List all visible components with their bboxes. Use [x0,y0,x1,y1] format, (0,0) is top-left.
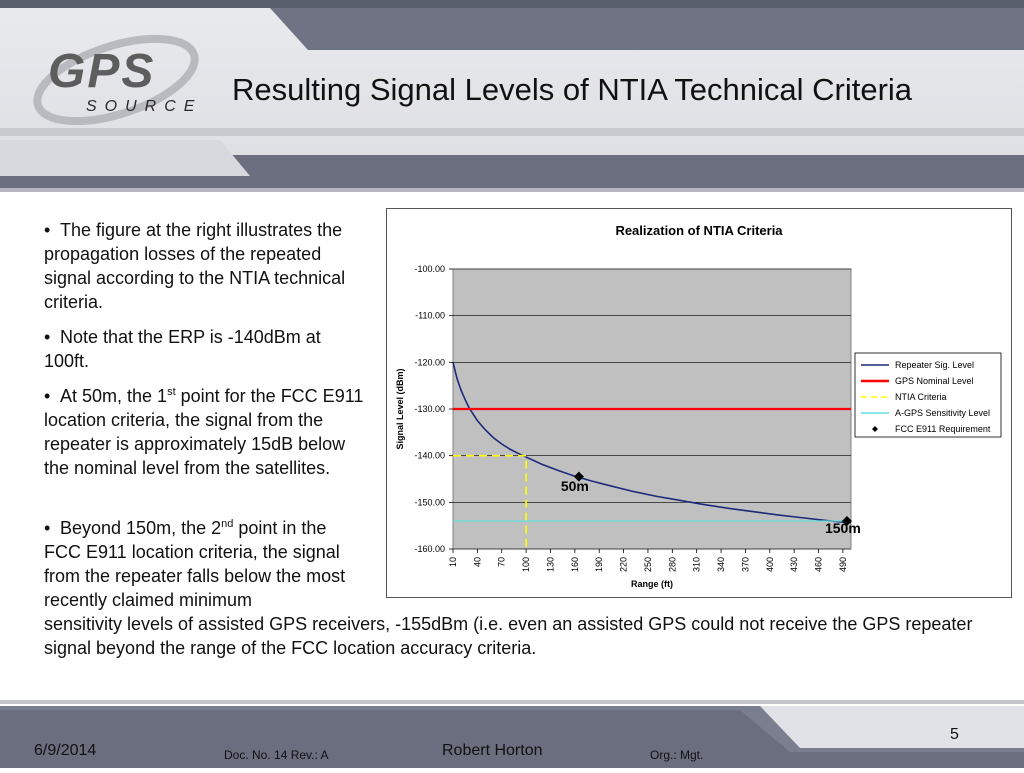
paragraph-text: point in the FCC E911 location criteria,… [44,518,346,610]
logo-swoosh [33,34,199,126]
y-tick-label: -150.00 [414,497,445,507]
signal-level-chart: Realization of NTIA Criteria -100.00 -110.… [395,223,1002,589]
legend-box [854,352,1002,438]
paragraph-text: At 50m, the 1 [60,386,168,406]
y-tick-label: -160.00 [414,544,445,554]
footer-date: 6/9/2014 [34,742,97,759]
y-tick-label: -120.00 [414,357,445,367]
footer-doc-number: Doc. No. 14 Rev.: A [224,748,329,762]
x-tick-label: 10 [448,557,458,567]
legend-label: FCC E911 Requirement [895,424,991,434]
repeater-signal-line [452,362,852,524]
slide-header: GPS SOURCE Resulting Signal Levels of NT… [0,0,1024,192]
slide-footer: 6/9/2014 Doc. No. 14 Rev.: A Robert Hort… [0,700,1024,768]
bullet-icon: • [44,386,51,406]
paragraph-text: point for the FCC E911 location criteria… [44,386,364,478]
x-tick-label: 370 [740,557,750,572]
x-tick-label: 250 [643,557,653,572]
x-tick-label: 340 [716,557,726,572]
paragraph-text: Beyond 150m, the 2 [60,518,222,538]
bullet-icon: • [44,518,51,538]
footer-decoration [0,700,1024,768]
legend-swatch [872,426,878,432]
x-tick-label: 430 [789,557,799,572]
x-tick-label: 310 [692,557,702,572]
superscript: nd [221,518,234,530]
y-tick-label: -100.00 [414,264,445,274]
logo-subtext: SOURCE [86,98,203,115]
header-decoration [0,0,1024,192]
distance-annotation: 50m [561,478,589,494]
bullet-icon: • [44,327,51,347]
page-number: 5 [950,726,959,743]
paragraph-text: The figure at the right illustrates the … [44,220,346,312]
paragraph-continuation: sensitivity levels of assisted GPS recei… [44,614,973,658]
x-tick-label: 280 [667,557,677,572]
x-tick-label: 70 [497,557,507,567]
x-tick-label: 40 [472,557,482,567]
x-tick-label: 190 [594,557,604,572]
paragraph-text: Note that the ERP is -140dBm at 100ft. [44,327,321,371]
chart-frame: Realization of NTIA Criteria -100.00 -110.… [386,208,1012,598]
x-tick-label: 160 [570,557,580,572]
bullet-paragraph-1: • The figure at the right illustrates the… [44,218,364,314]
legend-label: NTIA Criteria [895,392,947,402]
x-tick-label: 220 [619,557,629,572]
x-axis-label: Range (ft) [631,579,673,589]
logo-text: GPS [48,45,156,98]
bullet-paragraph-2: • Note that the ERP is -140dBm at 100ft. [44,325,364,373]
ntia-criteria-line [453,454,527,549]
y-tick-label: -110.00 [415,311,445,321]
footer-author: Robert Horton [442,742,543,759]
bullet-icon: • [44,220,51,240]
bullet-paragraph-4: • Beyond 150m, the 2nd point in the FCC E… [44,516,364,612]
x-tick-label: 400 [765,557,775,572]
fcc-e911-marker [573,471,584,482]
x-tick-label: 460 [814,557,824,572]
distance-annotation: 150m [825,520,861,536]
superscript: st [167,386,176,398]
footer-org: Org.: Mgt. [650,748,704,762]
legend-label: A-GPS Sensitivity Level [895,408,990,418]
legend-label: Repeater Sig. Level [895,360,974,370]
y-axis-label: Signal Level (dBm) [395,368,405,449]
x-tick-label: 100 [521,557,531,572]
y-tick-label: -130.00 [414,404,445,414]
legend-label: GPS Nominal Level [895,376,974,386]
y-tick-label: -140.00 [414,451,445,461]
page-title: Resulting Signal Levels of NTIA Technica… [232,72,913,107]
chart-title: Realization of NTIA Criteria [615,223,783,238]
fcc-e911-marker [841,516,852,526]
x-tick-label: 490 [838,557,848,572]
gps-source-logo [24,28,214,132]
x-tick-label: 130 [545,557,555,572]
bullet-paragraph-3: • At 50m, the 1st point for the FCC E911 … [44,384,364,480]
